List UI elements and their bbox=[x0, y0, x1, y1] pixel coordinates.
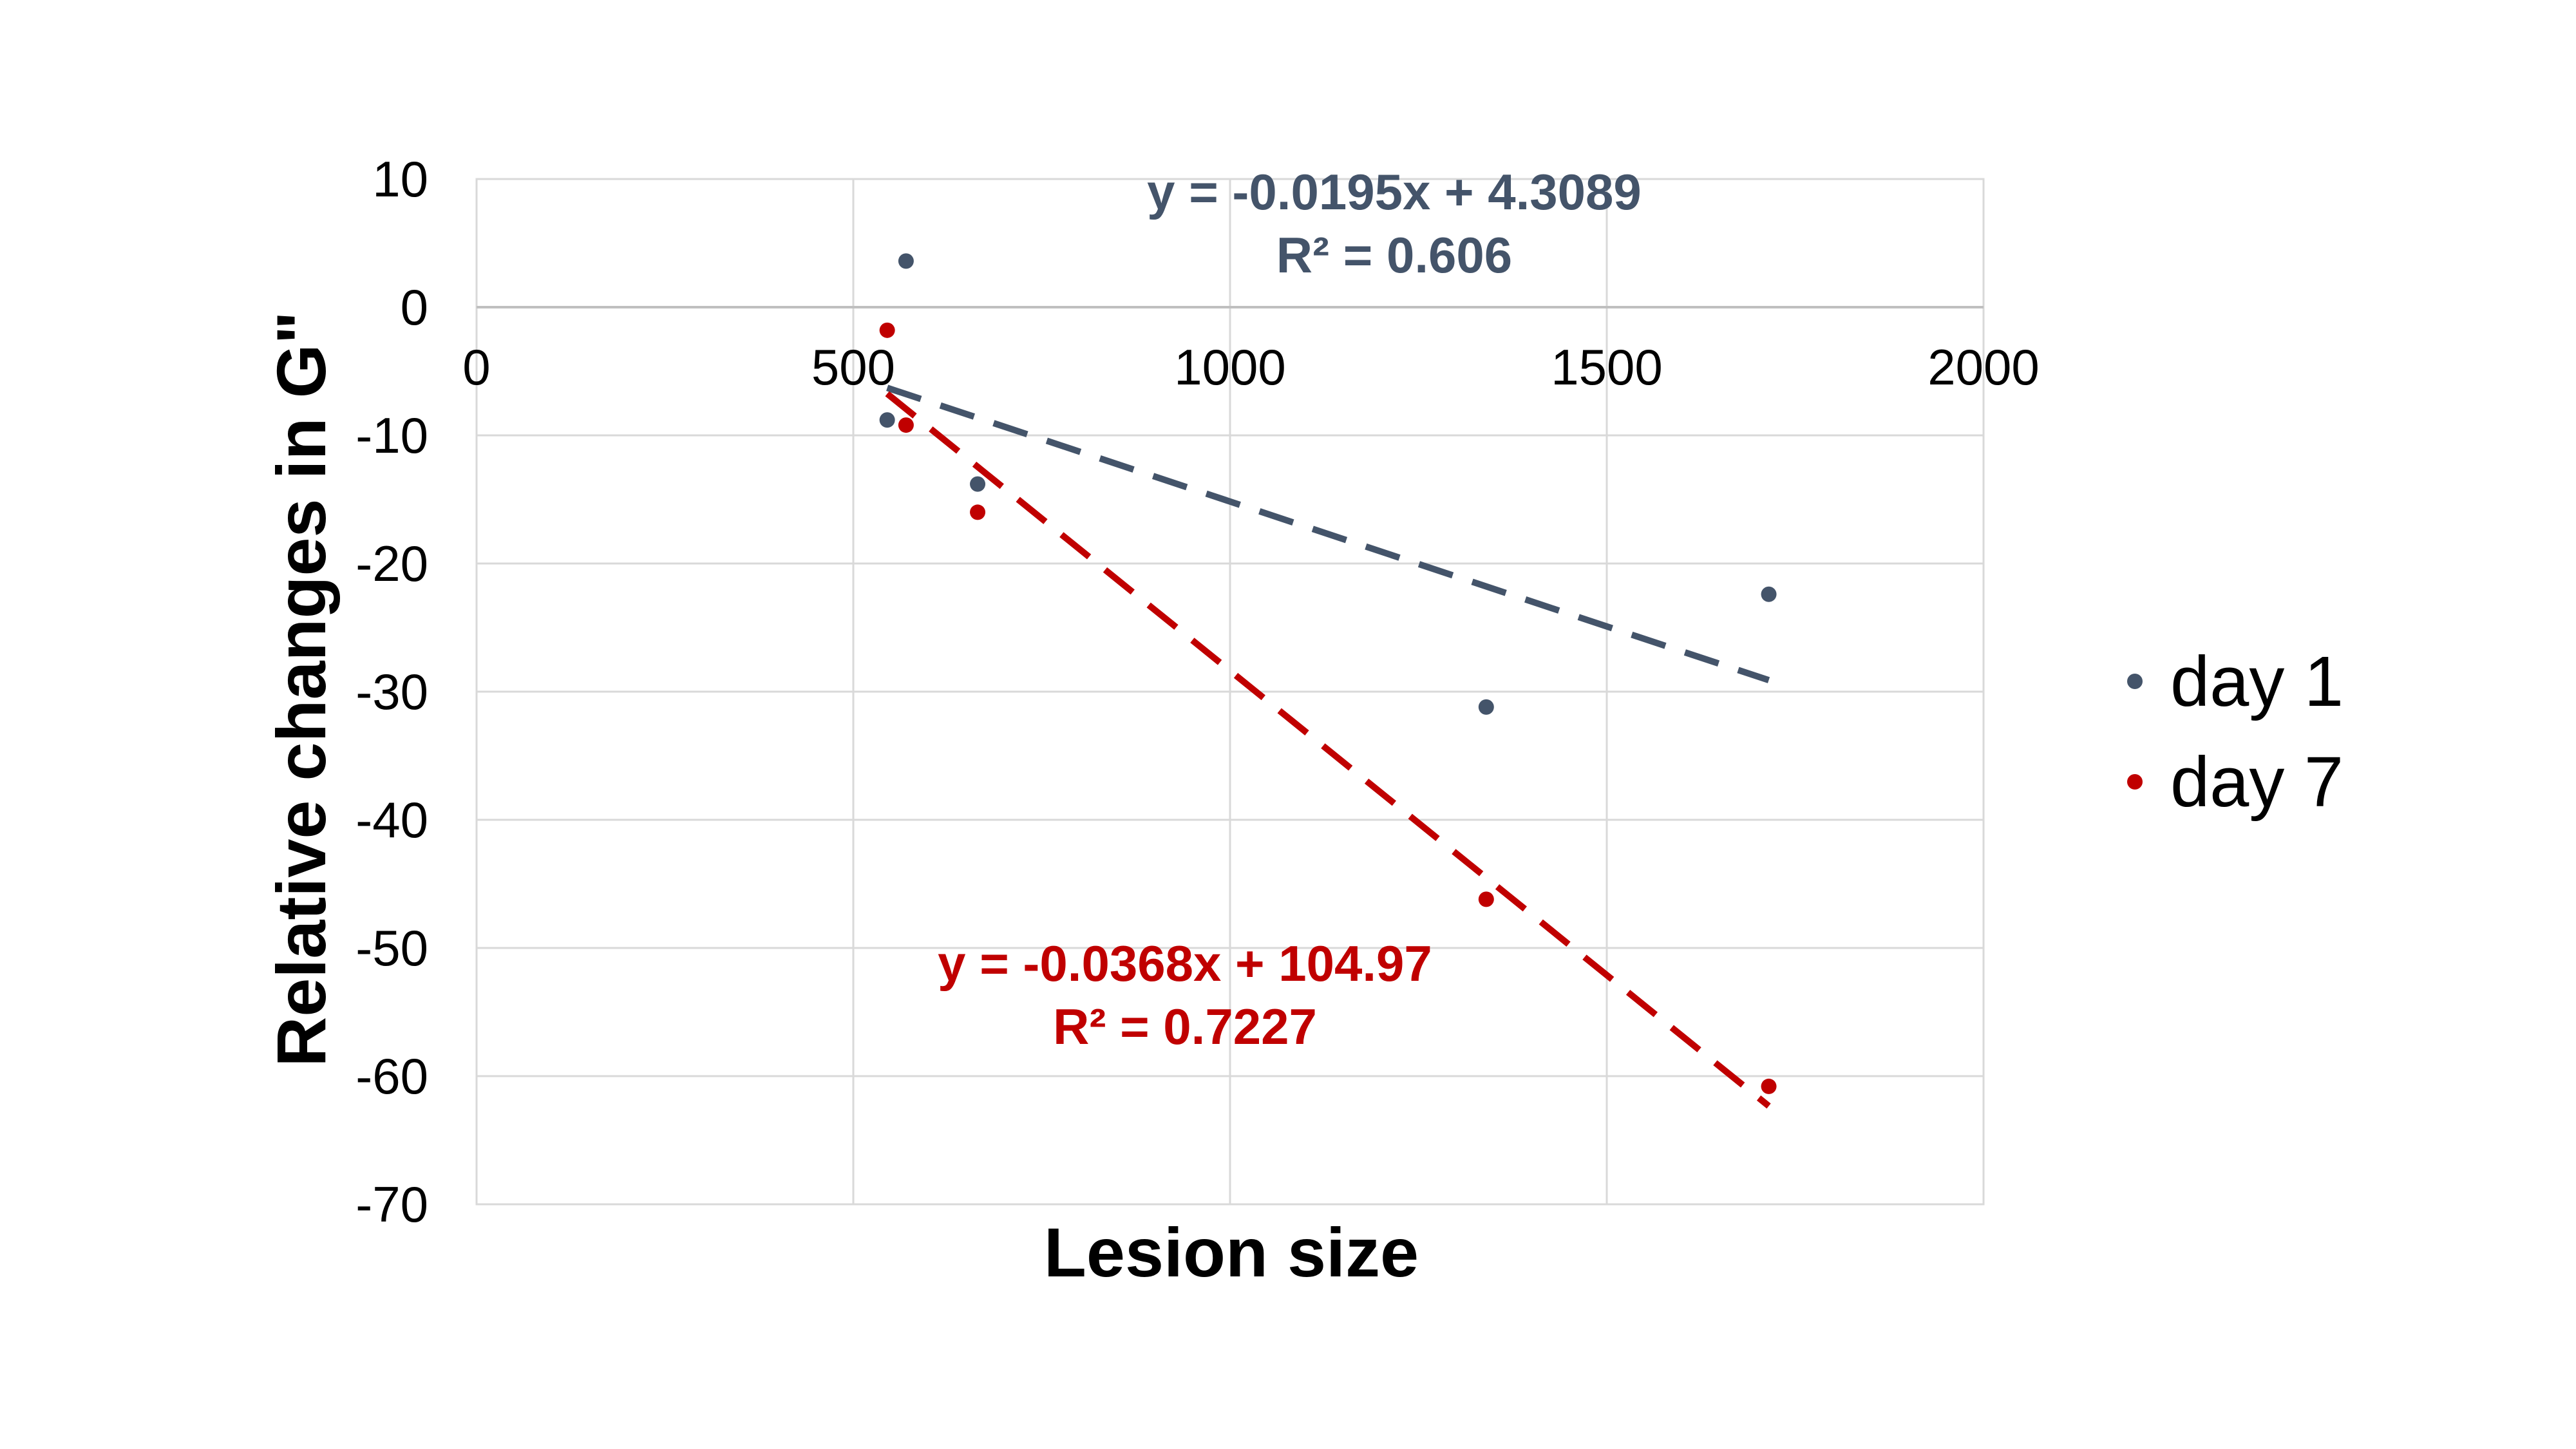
day1-r2: R² = 0.606 bbox=[1276, 227, 1512, 283]
gridlines bbox=[475, 178, 1985, 1206]
y-axis-title: Relative changes in G" bbox=[262, 311, 340, 1067]
legend-marker-day7 bbox=[2127, 774, 2143, 790]
data-point-series-1 bbox=[1478, 699, 1494, 715]
day7-r2: R² = 0.7227 bbox=[1053, 998, 1317, 1055]
x-tick-label: 2000 bbox=[1927, 339, 2040, 395]
data-point-series-2 bbox=[898, 417, 914, 433]
data-point-series-1 bbox=[1761, 586, 1777, 602]
data-point-series-2 bbox=[879, 322, 895, 338]
trendline-series-2 bbox=[885, 391, 1771, 1109]
y-tick-label: -40 bbox=[355, 791, 428, 848]
data-point-series-1 bbox=[879, 412, 895, 428]
x-tick-label: 1500 bbox=[1551, 339, 1663, 395]
day7-equation: y = -0.0368x + 104.97 bbox=[938, 935, 1432, 992]
trendlines bbox=[885, 384, 1771, 1109]
y-tick-label: 10 bbox=[372, 151, 428, 207]
y-tick-label: -30 bbox=[355, 663, 428, 720]
day1-trendline-label: y = -0.0195x + 4.3089 R² = 0.606 bbox=[1147, 164, 1642, 283]
data-points bbox=[879, 253, 1777, 1094]
trendline-series-1 bbox=[886, 384, 1770, 683]
legend: day 1 day 7 bbox=[2127, 642, 2344, 822]
data-point-series-2 bbox=[1761, 1078, 1777, 1094]
tick-labels: 10 0 -10 -20 -30 -40 -50 -60 -70 0 500 1000 1500 2000 bbox=[355, 151, 2040, 1233]
legend-marker-day1 bbox=[2127, 674, 2143, 689]
y-tick-label: 0 bbox=[401, 279, 428, 336]
x-tick-label: 500 bbox=[811, 339, 895, 395]
x-tick-label: 1000 bbox=[1174, 339, 1286, 395]
x-tick-label: 0 bbox=[462, 339, 490, 395]
legend-label-day7: day 7 bbox=[2170, 743, 2344, 822]
y-tick-label: -60 bbox=[355, 1048, 428, 1104]
day1-equation: y = -0.0195x + 4.3089 bbox=[1147, 164, 1642, 220]
y-tick-label: -70 bbox=[355, 1176, 428, 1233]
y-tick-label: -20 bbox=[355, 535, 428, 592]
legend-label-day1: day 1 bbox=[2170, 642, 2344, 721]
day7-trendline-label: y = -0.0368x + 104.97 R² = 0.7227 bbox=[938, 935, 1432, 1055]
x-axis-title: Lesion size bbox=[1044, 1213, 1419, 1291]
y-tick-label: -50 bbox=[355, 920, 428, 976]
data-point-series-1 bbox=[970, 476, 986, 492]
data-point-series-1 bbox=[898, 253, 914, 269]
data-point-series-2 bbox=[970, 504, 986, 520]
data-point-series-2 bbox=[1478, 891, 1494, 907]
y-tick-label: -10 bbox=[355, 407, 428, 464]
